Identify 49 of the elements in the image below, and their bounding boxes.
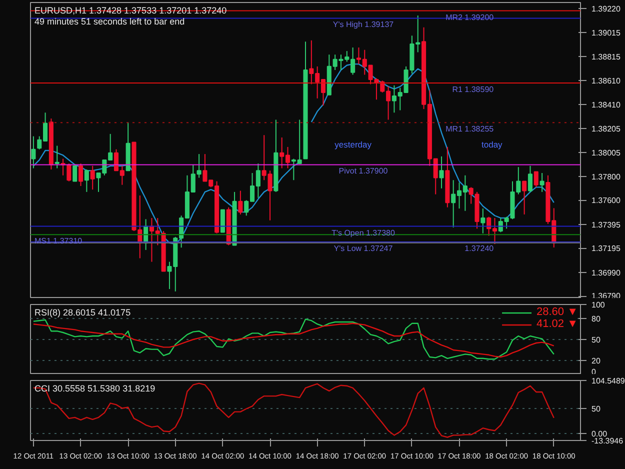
ref-line-label: T's Open 1.37380	[332, 228, 396, 238]
candlestick	[72, 164, 78, 182]
y-tick-label: 1.38005	[592, 148, 621, 158]
y-tick-label: 100	[592, 300, 606, 310]
y-tick-label: 0.00	[592, 430, 608, 439]
candlestick	[84, 168, 89, 192]
candlestick	[522, 180, 527, 215]
chart-title: RSI(8) 28.6015 41.0175	[34, 308, 131, 318]
y-tick-label: 80	[592, 314, 601, 324]
ref-line-label: Pivot 1.37900	[338, 166, 388, 176]
ref-line-label: Y's High 1.39137	[332, 20, 394, 30]
candlestick	[540, 172, 544, 192]
ref-line-label: 1.37240	[464, 244, 494, 253]
y-tick-label: 1.37800	[592, 172, 621, 182]
candlestick	[528, 165, 533, 192]
ref-line-label: MR1 1.38255	[446, 124, 494, 134]
y-tick-label: 1.36990	[592, 268, 621, 278]
y-tick-label: 1.37395	[592, 220, 621, 230]
ref-line-label: Y's Low 1.37247	[334, 244, 394, 254]
candlestick	[78, 163, 84, 187]
y-tick-label: 1.38815	[592, 52, 621, 62]
y-tick-label: 50	[592, 336, 601, 344]
candlestick	[439, 156, 444, 189]
line-series	[32, 382, 554, 438]
y-tick-label: 104.5489	[592, 376, 625, 386]
y-tick-label: 1.37600	[592, 196, 621, 206]
candlestick	[66, 163, 72, 182]
ref-line-label: R1 1.38590	[452, 85, 494, 94]
y-tick-label: 1.38205	[592, 124, 621, 134]
y-tick-label: 20	[592, 356, 601, 366]
y-tick-label: 50	[592, 404, 601, 414]
candlestick	[220, 209, 225, 233]
candlestick	[90, 165, 95, 190]
y-tick-label: 1.39220	[592, 4, 621, 14]
legend-label: 41.02 ▼	[536, 318, 578, 330]
candlestick	[480, 208, 486, 234]
text: 49 minutes 51 seconds left to bar end	[34, 16, 185, 26]
y-tick-label: 1.37195	[592, 244, 621, 254]
y-tick-label: 1.38410	[592, 100, 621, 110]
y-tick-label: -13.3946	[592, 436, 624, 446]
candlestick	[238, 190, 243, 215]
y-tick-label: 1.39015	[592, 28, 621, 38]
candlestick	[534, 171, 538, 188]
candlestick	[54, 145, 60, 169]
annotation: today	[482, 140, 504, 150]
legend-label: 28.60 ▼	[536, 306, 578, 318]
y-tick-label: 1.38610	[592, 76, 621, 86]
annotation: yesterday	[334, 140, 372, 150]
candlestick	[31, 136, 36, 169]
